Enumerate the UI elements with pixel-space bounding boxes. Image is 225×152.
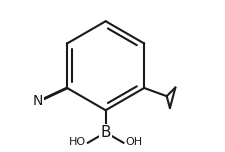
Text: N: N	[33, 94, 43, 108]
Text: OH: OH	[125, 137, 142, 147]
Text: HO: HO	[69, 137, 86, 147]
Text: B: B	[100, 125, 111, 140]
